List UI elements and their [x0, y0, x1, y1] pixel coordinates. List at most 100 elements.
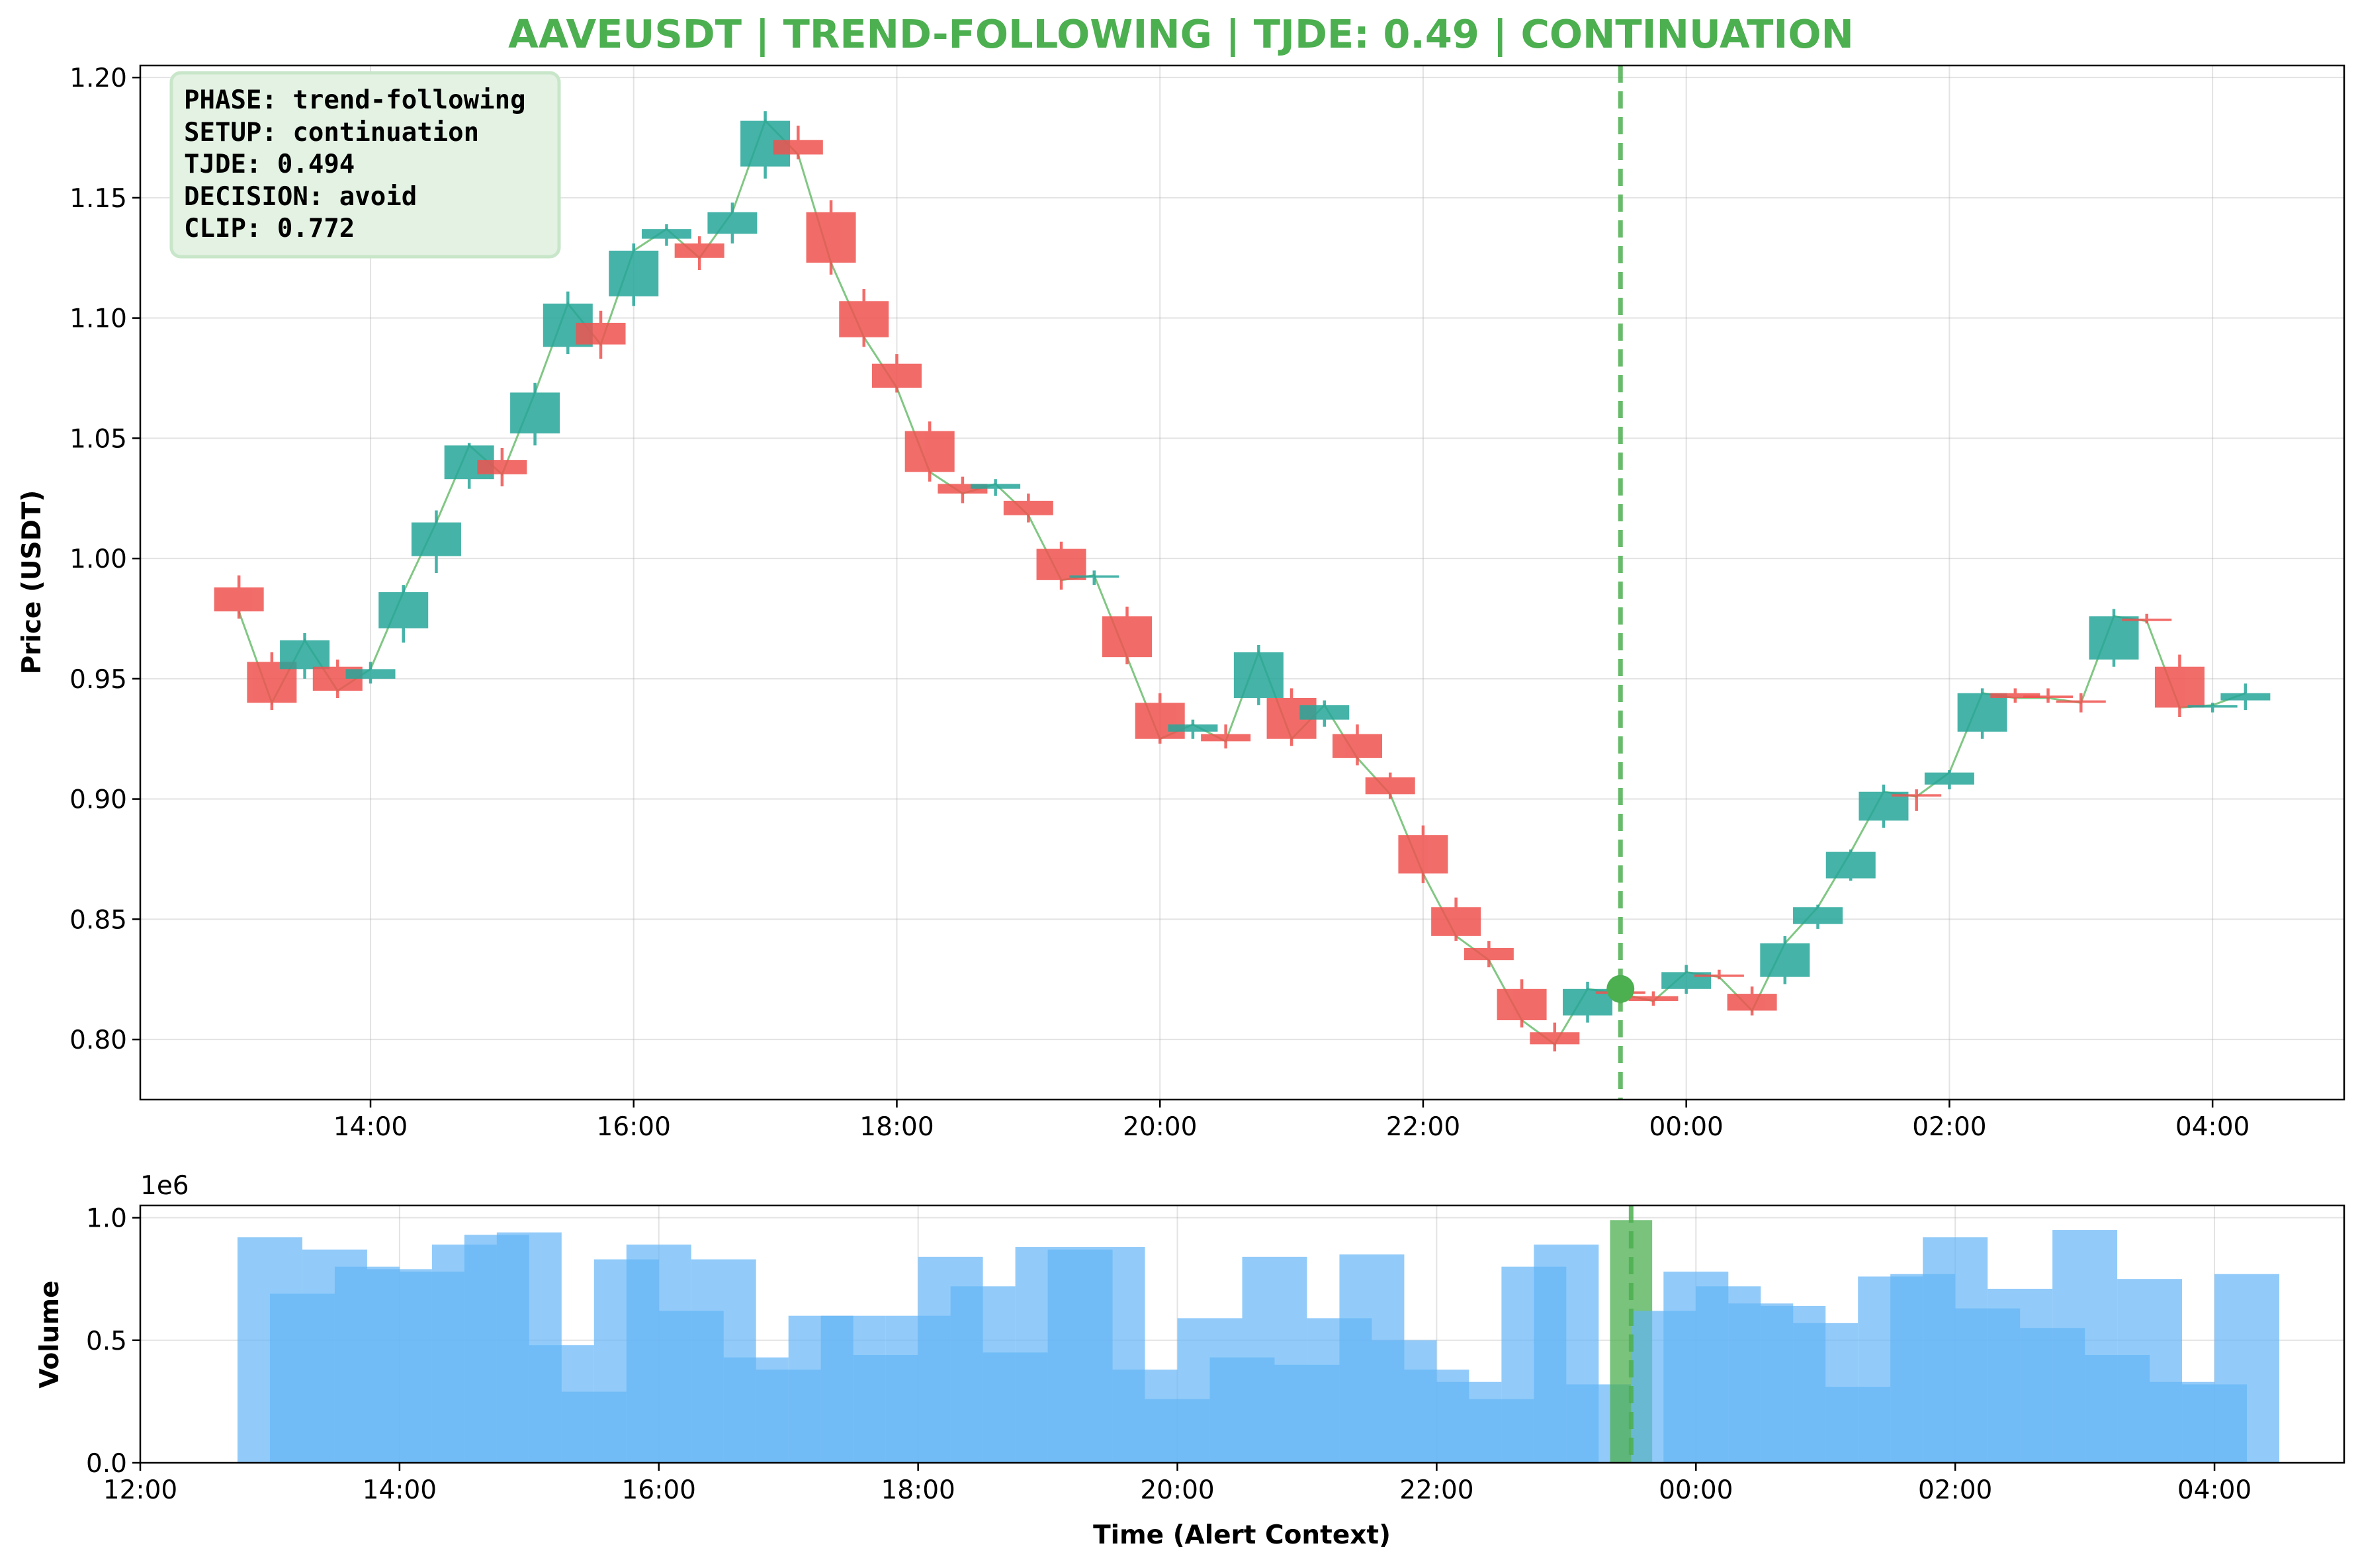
candle-down [1102, 606, 1152, 665]
candle-down [904, 421, 955, 482]
price-x-tick-label: 18:00 [859, 1112, 934, 1142]
price-y-axis-ticks: 0.80 0.85 0.90 0.95 1.00 1.05 1.10 1.15 1.20 [69, 64, 140, 1055]
candle-body [280, 640, 330, 670]
price-y-tick-label: 0.90 [69, 785, 127, 815]
candle-up [1661, 965, 1712, 994]
volume-y-tick-label: 0.0 [86, 1449, 127, 1479]
candle-down [1036, 541, 1086, 590]
price-x-tick-label: 20:00 [1123, 1112, 1197, 1142]
price-y-tick-label: 0.85 [69, 905, 127, 935]
candle-body [2187, 705, 2238, 708]
candle-body [1036, 548, 1086, 580]
candle-down [806, 200, 856, 275]
candle-body [1694, 974, 1744, 977]
candle-down [871, 354, 922, 393]
candle-body [2023, 695, 2074, 698]
price-y-tick-label: 1.00 [69, 544, 127, 574]
candle-up [1168, 719, 1218, 739]
candle-up [510, 382, 560, 446]
candle-up [1760, 936, 1810, 984]
candle-up [378, 585, 429, 643]
candle-down [576, 310, 626, 359]
candle-body [1003, 500, 1053, 515]
volume-x-tick-label: 14:00 [363, 1475, 437, 1505]
candle-up [2089, 609, 2139, 667]
candle-body [477, 460, 527, 474]
info-clip: CLIP: 0.772 [184, 214, 355, 243]
candle-down [1003, 494, 1053, 523]
price-x-tick-label: 00:00 [1649, 1112, 1723, 1142]
candle-body [510, 392, 560, 434]
candle-body [1825, 851, 1876, 879]
candle-down [2122, 613, 2172, 624]
candle-body [2089, 616, 2139, 660]
volume-x-tick-label: 16:00 [622, 1475, 696, 1505]
candle-up [2187, 703, 2238, 713]
price-x-tick-label: 16:00 [597, 1112, 671, 1142]
candle-down [1464, 941, 1514, 968]
volume-x-tick-label: 12:00 [103, 1475, 177, 1505]
volume-plot-frame [139, 1204, 2345, 1464]
volume-x-tick-label: 22:00 [1399, 1475, 1473, 1505]
info-decision: DECISION: avoid [184, 182, 417, 212]
price-x-axis-ticks: 14:00 16:00 18:00 20:00 22:00 00:00 02:00 04:00 [333, 1100, 2250, 1142]
candle-body [411, 522, 461, 556]
candle-body [1365, 777, 1415, 795]
candle-body [1760, 943, 1810, 977]
volume-panel: 0.0 0.5 1.0 12:00 14:00 16:00 18:00 20:00 22:00… [35, 1171, 2345, 1550]
volume-x-tick-label: 00:00 [1659, 1475, 1733, 1505]
candle-up [345, 662, 396, 684]
candle-down [1892, 789, 1942, 811]
candle-down [1530, 1022, 1580, 1052]
alert-marker [1606, 65, 1635, 1100]
info-tjde: TJDE: 0.494 [184, 150, 355, 179]
candle-up [1793, 904, 1843, 929]
candle-down [938, 476, 988, 503]
candle-body [641, 229, 691, 239]
volume-x-tick-label: 02:00 [1918, 1475, 1992, 1505]
price-y-tick-label: 1.15 [69, 184, 127, 214]
volume-x-tick-label: 18:00 [881, 1475, 955, 1505]
candle-down [1365, 772, 1415, 799]
volume-bars [237, 1220, 2280, 1463]
candle-down [773, 125, 823, 159]
candle-up [1825, 849, 1876, 881]
volume-y-axis-label: Volume [35, 1280, 65, 1388]
candle-down [1694, 969, 1744, 980]
candle-body [345, 669, 396, 679]
candle-down [1628, 991, 1679, 1006]
candle-body [378, 592, 429, 629]
candle-down [1727, 986, 1777, 1016]
candle-body [871, 363, 922, 388]
price-y-tick-label: 1.10 [69, 304, 127, 334]
candle-down [674, 236, 724, 270]
price-y-tick-label: 0.80 [69, 1025, 127, 1055]
volume-offset-text: 1e6 [140, 1171, 189, 1201]
price-panel: 0.80 0.85 0.90 0.95 1.00 1.05 1.10 1.15 1.20 14:… [17, 64, 2345, 1142]
candle-body [1299, 705, 1350, 720]
price-grid [140, 65, 2344, 1100]
candle-down [477, 447, 527, 487]
candle-down [1398, 825, 1448, 883]
candle-body [674, 243, 724, 258]
volume-x-tick-label: 20:00 [1140, 1475, 1214, 1505]
candlestick-series [214, 111, 2271, 1052]
chart-title: AAVEUSDT | TREND-FOLLOWING | TJDE: 0.49 … [508, 11, 1854, 57]
candle-down [2056, 693, 2106, 713]
volume-x-tick-label: 04:00 [2177, 1475, 2252, 1505]
candle-body [806, 212, 856, 263]
candle-body [1957, 693, 2007, 732]
price-x-tick-label: 04:00 [2175, 1112, 2250, 1142]
candle-body [1892, 794, 1942, 797]
candle-body [1398, 835, 1448, 874]
price-y-tick-label: 1.20 [69, 64, 127, 93]
candle-body [1233, 652, 1284, 698]
candle-body [1102, 616, 1152, 658]
candle-body [1727, 994, 1777, 1011]
candle-up [707, 202, 758, 243]
candle-body [1990, 693, 2040, 698]
candle-body [1793, 907, 1843, 924]
candle-body [1168, 724, 1218, 732]
volume-x-axis-label: Time (Alert Context) [1093, 1520, 1391, 1550]
